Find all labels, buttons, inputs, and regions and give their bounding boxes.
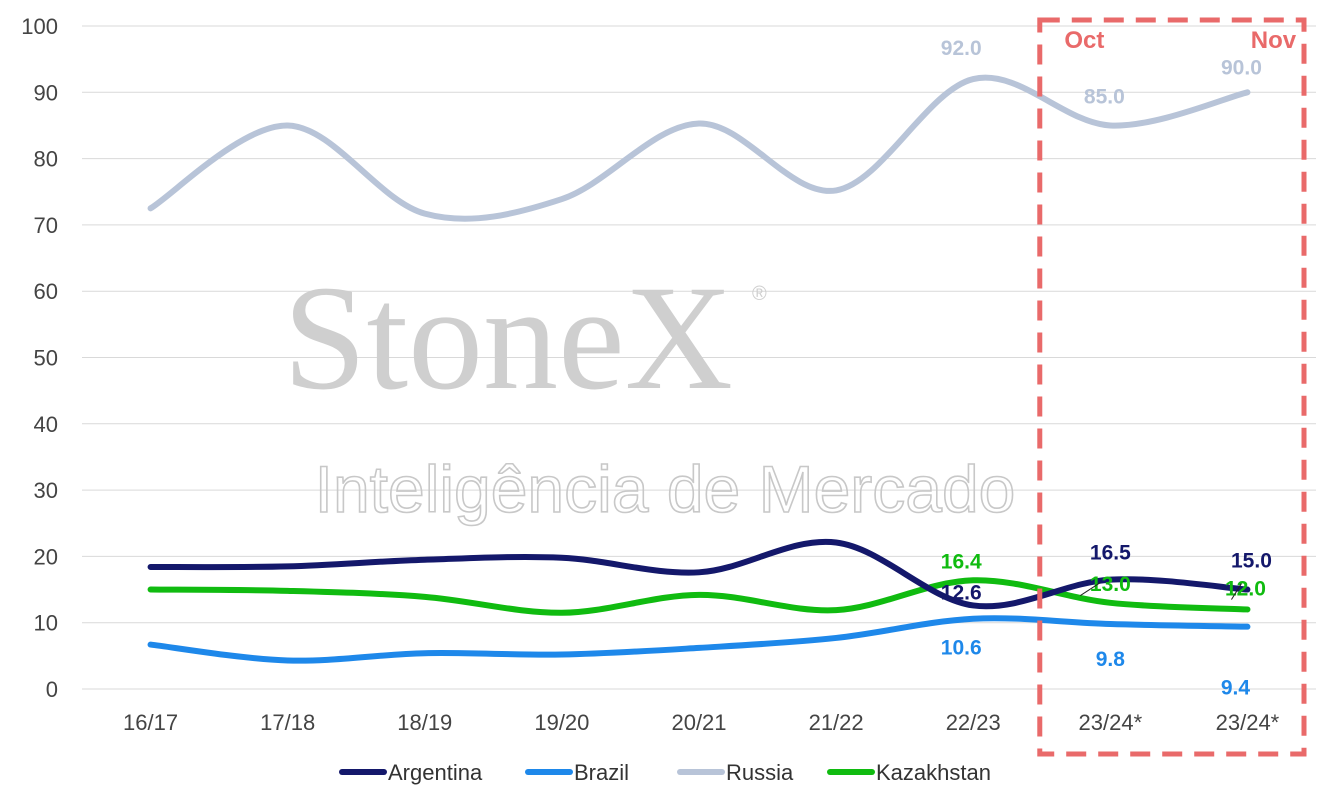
series-line-russia bbox=[147, 74, 1251, 222]
legend-label-russia: Russia bbox=[726, 760, 794, 785]
y-tick-label: 90 bbox=[34, 80, 58, 105]
y-tick-label: 30 bbox=[34, 478, 58, 503]
data-label-argentina: 15.0 bbox=[1231, 550, 1272, 573]
y-tick-label: 50 bbox=[34, 346, 58, 371]
data-label-kazakhstan: 13.0 bbox=[1090, 573, 1131, 596]
y-tick-label: 20 bbox=[34, 544, 58, 569]
gridlines bbox=[82, 25, 1316, 690]
data-label-kazakhstan: 12.0 bbox=[1225, 577, 1266, 600]
watermark: StoneX ® Inteligência de Mercado bbox=[283, 255, 1016, 527]
data-label-brazil: 10.6 bbox=[941, 637, 982, 660]
box-label-nov: Nov bbox=[1251, 27, 1297, 54]
data-labels: 12.6 16.5 15.0 10.6 9.8 9.4 92.0 85.0 90.0 16.4 13… bbox=[941, 37, 1272, 700]
legend-label-brazil: Brazil bbox=[574, 760, 629, 785]
series-line-brazil bbox=[147, 615, 1251, 664]
legend-label-argentina: Argentina bbox=[388, 760, 483, 785]
watermark-tagline: Inteligência de Mercado bbox=[315, 452, 1016, 526]
data-label-argentina: 12.6 bbox=[941, 581, 982, 604]
y-tick-label: 10 bbox=[34, 611, 58, 636]
x-tick-label: 23/24* bbox=[1079, 710, 1143, 735]
series-line-argentina bbox=[147, 538, 1251, 610]
forecast-box-border bbox=[1037, 17, 1307, 757]
watermark-brand: StoneX bbox=[283, 255, 733, 421]
x-tick-label: 18/19 bbox=[397, 710, 452, 735]
y-tick-label: 60 bbox=[34, 279, 58, 304]
legend: Argentina Brazil Russia Kazakhstan bbox=[339, 760, 991, 785]
x-tick-label: 20/21 bbox=[671, 710, 726, 735]
series-lines bbox=[147, 74, 1251, 664]
y-tick-label: 40 bbox=[34, 412, 58, 437]
forecast-highlight-box: Oct Nov bbox=[1037, 17, 1307, 757]
x-tick-label: 19/20 bbox=[534, 710, 589, 735]
data-label-kazakhstan: 16.4 bbox=[941, 550, 982, 573]
data-label-russia: 92.0 bbox=[941, 37, 982, 60]
legend-label-kazakhstan: Kazakhstan bbox=[876, 760, 991, 785]
x-tick-label: 17/18 bbox=[260, 710, 315, 735]
x-tick-label: 23/24* bbox=[1216, 710, 1280, 735]
y-tick-label: 80 bbox=[34, 147, 58, 172]
series-line-kazakhstan bbox=[147, 577, 1251, 616]
label-leader-line bbox=[1231, 583, 1242, 600]
data-label-brazil: 9.8 bbox=[1096, 648, 1126, 671]
x-tick-label: 22/23 bbox=[946, 710, 1001, 735]
y-tick-label: 0 bbox=[46, 677, 58, 702]
y-axis-ticks: 0 10 20 30 40 50 60 70 80 90 100 bbox=[21, 14, 58, 702]
label-leader-line bbox=[1080, 582, 1101, 597]
data-label-argentina: 16.5 bbox=[1090, 542, 1131, 565]
data-label-russia: 90.0 bbox=[1221, 56, 1262, 79]
x-tick-label: 21/22 bbox=[809, 710, 864, 735]
data-label-russia: 85.0 bbox=[1084, 85, 1125, 108]
watermark-registered-mark: ® bbox=[752, 283, 767, 305]
x-tick-label: 16/17 bbox=[123, 710, 178, 735]
data-label-brazil: 9.4 bbox=[1221, 677, 1251, 700]
box-label-oct: Oct bbox=[1064, 27, 1104, 54]
y-tick-label: 70 bbox=[34, 213, 58, 238]
y-tick-label: 100 bbox=[21, 14, 58, 39]
x-axis-ticks: 16/17 17/18 18/19 19/20 20/21 21/22 22/23 23/24… bbox=[123, 710, 1280, 735]
